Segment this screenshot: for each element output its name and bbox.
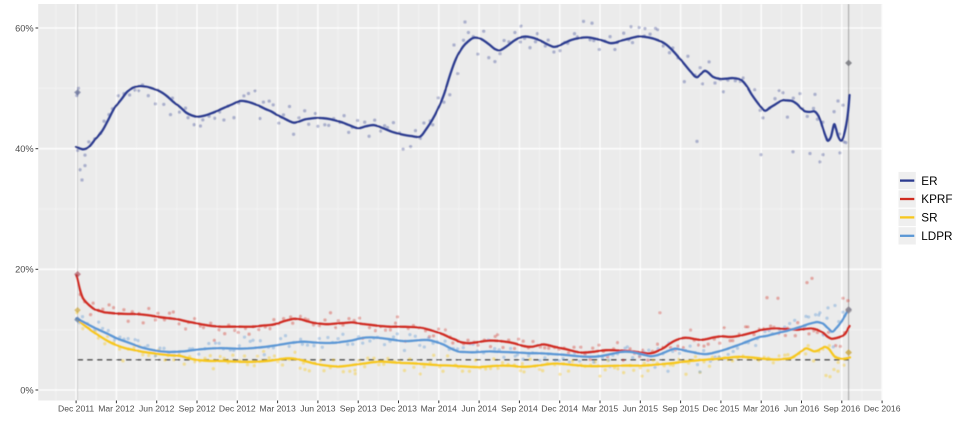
svg-text:20%: 20% <box>15 265 34 275</box>
svg-text:Sep 2015: Sep 2015 <box>662 403 699 413</box>
svg-text:Jun 2016: Jun 2016 <box>784 403 820 413</box>
svg-text:Sep 2012: Sep 2012 <box>179 403 216 413</box>
svg-text:Mar 2014: Mar 2014 <box>421 403 458 413</box>
svg-text:Jun 2015: Jun 2015 <box>623 403 659 413</box>
svg-text:ER: ER <box>921 175 937 188</box>
svg-text:Dec 2011: Dec 2011 <box>58 403 94 413</box>
svg-text:Sep 2014: Sep 2014 <box>501 403 538 413</box>
svg-text:0%: 0% <box>20 385 33 395</box>
svg-text:LDPR: LDPR <box>921 230 952 243</box>
svg-text:Dec 2014: Dec 2014 <box>541 403 578 413</box>
svg-text:Dec 2012: Dec 2012 <box>219 403 256 413</box>
svg-text:KPRF: KPRF <box>921 193 952 206</box>
svg-text:Jun 2012: Jun 2012 <box>139 403 175 413</box>
svg-text:Sep 2016: Sep 2016 <box>823 403 860 413</box>
svg-text:Mar 2012: Mar 2012 <box>98 403 135 413</box>
svg-text:Mar 2013: Mar 2013 <box>259 403 296 413</box>
svg-text:Jun 2014: Jun 2014 <box>461 403 497 413</box>
svg-text:Mar 2016: Mar 2016 <box>743 403 780 413</box>
svg-text:Mar 2015: Mar 2015 <box>582 403 619 413</box>
svg-text:Dec 2013: Dec 2013 <box>380 403 417 413</box>
svg-text:Dec 2015: Dec 2015 <box>703 403 740 413</box>
svg-text:SR: SR <box>921 212 937 225</box>
svg-text:40%: 40% <box>15 144 34 154</box>
svg-text:60%: 60% <box>15 23 34 33</box>
svg-text:Sep 2013: Sep 2013 <box>340 403 377 413</box>
svg-text:Jun 2013: Jun 2013 <box>300 403 336 413</box>
svg-text:Dec 2016: Dec 2016 <box>864 403 901 413</box>
